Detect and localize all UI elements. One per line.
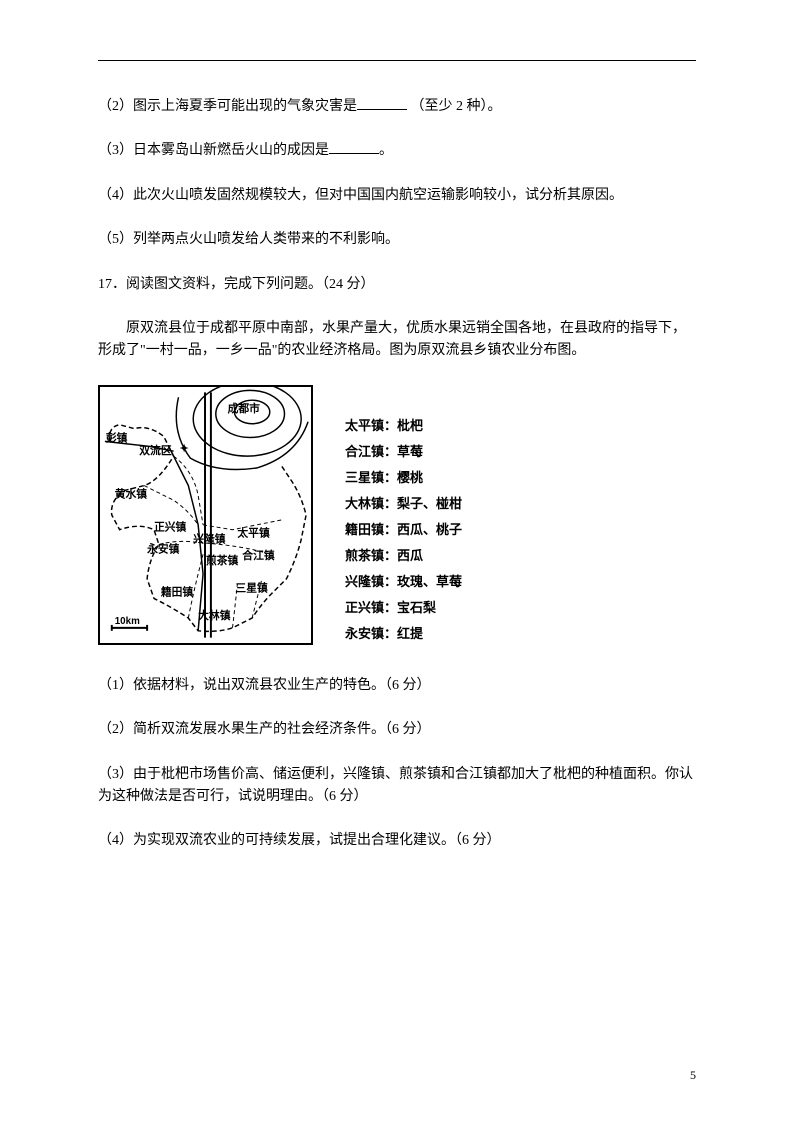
- question-4: （4）此次火山喷发固然规模较大，但对中国国内航空运输影响较小，试分析其原因。: [98, 185, 696, 207]
- q2-blank: [357, 96, 407, 110]
- q2-prefix: （2）图示上海夏季可能出现的气象灾害是: [98, 99, 357, 114]
- question-17-header: 17．阅读图文资料，完成下列问题。（24 分）: [98, 274, 696, 296]
- q3-blank: [329, 140, 379, 154]
- label-jiancha: 煎茶镇: [206, 554, 239, 567]
- label-pengzhen: 彭镇: [106, 431, 128, 444]
- question-17-context: 原双流县位于成都平原中南部，水果产量大，优质水果远销全国各地，在县政府的指导下，…: [98, 318, 696, 363]
- label-sanxing: 三星镇: [235, 581, 268, 594]
- label-xinglong: 兴隆镇: [193, 532, 226, 545]
- marker-shuangliu: ✦: [179, 443, 188, 455]
- question-17-1: （1）依据材料，说出双流县农业生产的特色。（6 分）: [98, 675, 696, 697]
- label-dalin: 大林镇: [198, 609, 231, 622]
- legend-row: 太平镇：枇杷: [345, 413, 462, 439]
- legend-row: 合江镇：草莓: [345, 439, 462, 465]
- q3-suffix: 。: [379, 143, 393, 158]
- scale-label: 10km: [115, 616, 140, 627]
- legend-row: 兴隆镇：玫瑰、草莓: [345, 569, 462, 595]
- question-3: （3）日本雾岛山新燃岳火山的成因是 。: [98, 140, 696, 162]
- label-shuangliu: 双流区: [139, 444, 172, 457]
- legend-row: 籍田镇：西瓜、桃子: [345, 517, 462, 543]
- question-17-2: （2）简析双流发展水果生产的社会经济条件。（6 分）: [98, 719, 696, 741]
- label-jitian: 籍田镇: [160, 585, 194, 598]
- label-chengdu: 成都市: [228, 402, 261, 415]
- legend-list: 太平镇：枇杷 合江镇：草莓 三星镇：樱桃 大林镇：梨子、椪柑 籍田镇：西瓜、桃子…: [345, 413, 462, 647]
- page-divider: [98, 60, 696, 61]
- legend-row: 三星镇：樱桃: [345, 465, 462, 491]
- label-zhengxing: 正兴镇: [154, 520, 187, 533]
- question-2: （2）图示上海夏季可能出现的气象灾害是 （至少 2 种）。: [98, 96, 696, 118]
- question-17-3: （3）由于枇杷市场售价高、储运便利，兴隆镇、煎茶镇和合江镇都加大了枇杷的种植面积…: [98, 764, 696, 809]
- q2-suffix: （至少 2 种）。: [411, 99, 502, 114]
- question-17-4: （4）为实现双流农业的可持续发展，试提出合理化建议。（6 分）: [98, 830, 696, 852]
- legend-row: 永安镇：红提: [345, 621, 462, 647]
- label-taiping: 太平镇: [236, 526, 270, 539]
- q3-prefix: （3）日本雾岛山新燃岳火山的成因是: [98, 143, 329, 158]
- figure-container: 10km 成都市 彭镇 双流区 ✦ 黄水镇 正兴镇 永安镇 兴隆镇 太平镇 煎茶…: [98, 385, 696, 647]
- legend-row: 大林镇：梨子、椪柑: [345, 491, 462, 517]
- label-hejiang: 合江镇: [241, 549, 275, 562]
- legend-row: 煎茶镇：西瓜: [345, 543, 462, 569]
- label-yongan: 永安镇: [146, 542, 180, 555]
- map-svg: 10km 成都市 彭镇 双流区 ✦ 黄水镇 正兴镇 永安镇 兴隆镇 太平镇 煎茶…: [100, 387, 311, 643]
- legend-row: 正兴镇：宝石梨: [345, 595, 462, 621]
- page-number: 5: [690, 1068, 696, 1083]
- label-huangshui: 黄水镇: [115, 487, 148, 500]
- map-box: 10km 成都市 彭镇 双流区 ✦ 黄水镇 正兴镇 永安镇 兴隆镇 太平镇 煎茶…: [98, 385, 313, 645]
- question-5: （5）列举两点火山喷发给人类带来的不利影响。: [98, 229, 696, 251]
